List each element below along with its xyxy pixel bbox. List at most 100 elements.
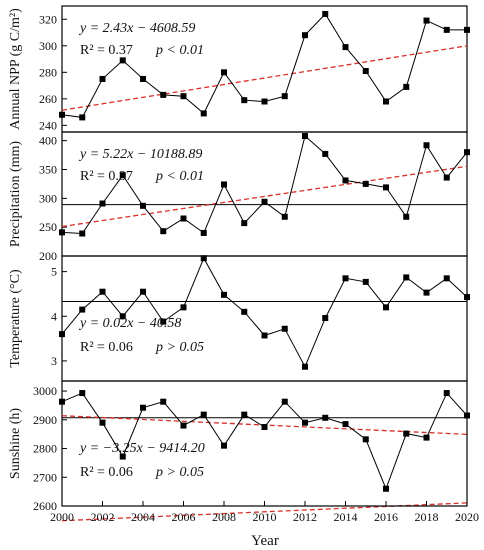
data-point xyxy=(443,390,450,397)
y-tick-label: 350 xyxy=(39,162,57,176)
data-point xyxy=(140,288,146,295)
data-point xyxy=(180,422,187,429)
r-squared-label: R² = 0.37 xyxy=(80,169,133,184)
data-point xyxy=(241,97,248,104)
data-point xyxy=(59,111,65,118)
x-tick-label: 2018 xyxy=(415,510,439,524)
y-axis-title: Temperature (°C) xyxy=(8,269,23,368)
data-point xyxy=(362,180,369,187)
data-point xyxy=(342,275,349,282)
r-squared-label: R² = 0.06 xyxy=(80,465,133,480)
p-value-label: p < 0.01 xyxy=(155,43,204,58)
p-value-label: p < 0.01 xyxy=(155,169,204,184)
data-point xyxy=(403,83,410,90)
data-point xyxy=(200,411,207,418)
y-tick-label: 200 xyxy=(39,249,57,263)
x-axis-title: Year xyxy=(251,533,279,549)
data-point xyxy=(464,294,470,301)
data-point xyxy=(59,229,65,236)
data-point xyxy=(79,306,86,313)
x-tick-label: 2020 xyxy=(455,510,479,524)
data-point xyxy=(464,412,470,419)
data-point xyxy=(403,430,410,437)
data-point xyxy=(322,10,329,17)
data-point xyxy=(342,44,349,51)
data-point xyxy=(362,436,369,443)
data-point xyxy=(160,228,167,235)
y-axis-title: Precipitation (mm) xyxy=(8,141,23,247)
panel-2: 200 250 300 350 400 Precipitation (mm) y = 5.2… xyxy=(8,131,470,263)
y-tick-label: 300 xyxy=(39,39,57,53)
data-point xyxy=(140,75,146,82)
data-point xyxy=(383,184,389,191)
y-tick-label: 250 xyxy=(39,220,57,234)
data-point xyxy=(180,93,187,100)
data-point xyxy=(443,26,450,33)
data-point xyxy=(59,398,65,405)
data-point xyxy=(160,91,167,98)
y-tick-label: 240 xyxy=(39,118,57,132)
data-point xyxy=(160,318,167,325)
data-point xyxy=(119,313,126,320)
y-tick-label: 2900 xyxy=(33,413,57,427)
y-tick-label: 4 xyxy=(51,309,57,323)
r-squared-label: R² = 0.37 xyxy=(80,43,133,58)
data-point xyxy=(423,289,430,296)
data-point xyxy=(322,315,329,322)
y-tick-label: 3000 xyxy=(33,384,57,398)
y-tick-label: 260 xyxy=(39,92,57,106)
y-tick-label: 320 xyxy=(39,12,57,26)
x-tick-label: 2004 xyxy=(131,510,155,524)
data-point xyxy=(443,275,450,282)
data-point xyxy=(241,411,248,418)
data-point xyxy=(362,67,369,74)
data-point xyxy=(464,149,470,156)
x-tick-label: 2000 xyxy=(50,510,74,524)
regression-equation: y = 2.43x − 4608.59 xyxy=(78,21,195,36)
y-tick-label: 2800 xyxy=(33,442,57,456)
data-point xyxy=(221,181,227,188)
data-point xyxy=(423,142,430,149)
shared-x-axis: 2000 2002 2004 2006 2008 2010 2012 2014 2016 2018… xyxy=(50,501,479,524)
y-tick-label: 5 xyxy=(51,265,57,279)
data-point xyxy=(302,133,308,140)
y-axis-title: Annual NPP (g C/m²) xyxy=(8,8,23,130)
panel-4: 2600 2700 2800 2900 3000 Sunshine (h) y = −3.2… xyxy=(8,380,470,513)
y-tick-label: 280 xyxy=(39,65,57,79)
x-tick-label: 2002 xyxy=(91,510,115,524)
chart-panels: 240 260 280 300 320 Annual NPP (g C/m²) y = 2.… xyxy=(8,5,470,522)
data-point xyxy=(464,26,470,33)
p-value-label: p > 0.05 xyxy=(155,465,204,480)
data-point xyxy=(261,198,268,205)
data-point xyxy=(302,32,308,39)
p-value-label: p > 0.05 xyxy=(155,340,204,355)
data-point xyxy=(99,75,106,82)
y-tick-label: 300 xyxy=(39,191,57,205)
data-point xyxy=(322,150,329,157)
y-axis-title: Sunshine (h) xyxy=(8,408,23,480)
data-point xyxy=(281,325,288,332)
data-point xyxy=(140,202,146,209)
x-tick-label: 2010 xyxy=(253,510,277,524)
data-point xyxy=(281,398,288,405)
data-point xyxy=(261,332,268,339)
data-point xyxy=(180,215,187,222)
data-point xyxy=(383,304,389,311)
data-point xyxy=(403,274,410,281)
data-point xyxy=(221,291,227,298)
data-point xyxy=(261,423,268,430)
data-point xyxy=(99,419,106,426)
data-point xyxy=(99,200,106,207)
data-point xyxy=(160,398,167,405)
regression-equation: y = 5.22x − 10188.89 xyxy=(78,147,202,162)
regression-equation: y = −3.25x − 9414.20 xyxy=(78,441,205,456)
data-point xyxy=(119,453,126,460)
data-point xyxy=(281,93,288,100)
data-point xyxy=(261,98,268,105)
y-tick-label: 3 xyxy=(51,354,57,368)
x-tick-label: 2012 xyxy=(293,510,317,524)
x-tick-label: 2008 xyxy=(212,510,236,524)
data-point xyxy=(322,414,329,421)
data-point xyxy=(423,17,430,24)
